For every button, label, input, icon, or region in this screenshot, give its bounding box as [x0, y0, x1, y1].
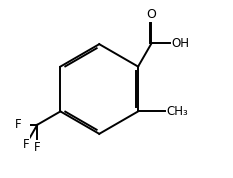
Text: F: F	[15, 118, 22, 131]
Text: F: F	[23, 138, 29, 151]
Text: OH: OH	[172, 37, 190, 50]
Text: CH₃: CH₃	[166, 105, 188, 118]
Text: F: F	[34, 141, 41, 154]
Text: O: O	[147, 8, 156, 21]
